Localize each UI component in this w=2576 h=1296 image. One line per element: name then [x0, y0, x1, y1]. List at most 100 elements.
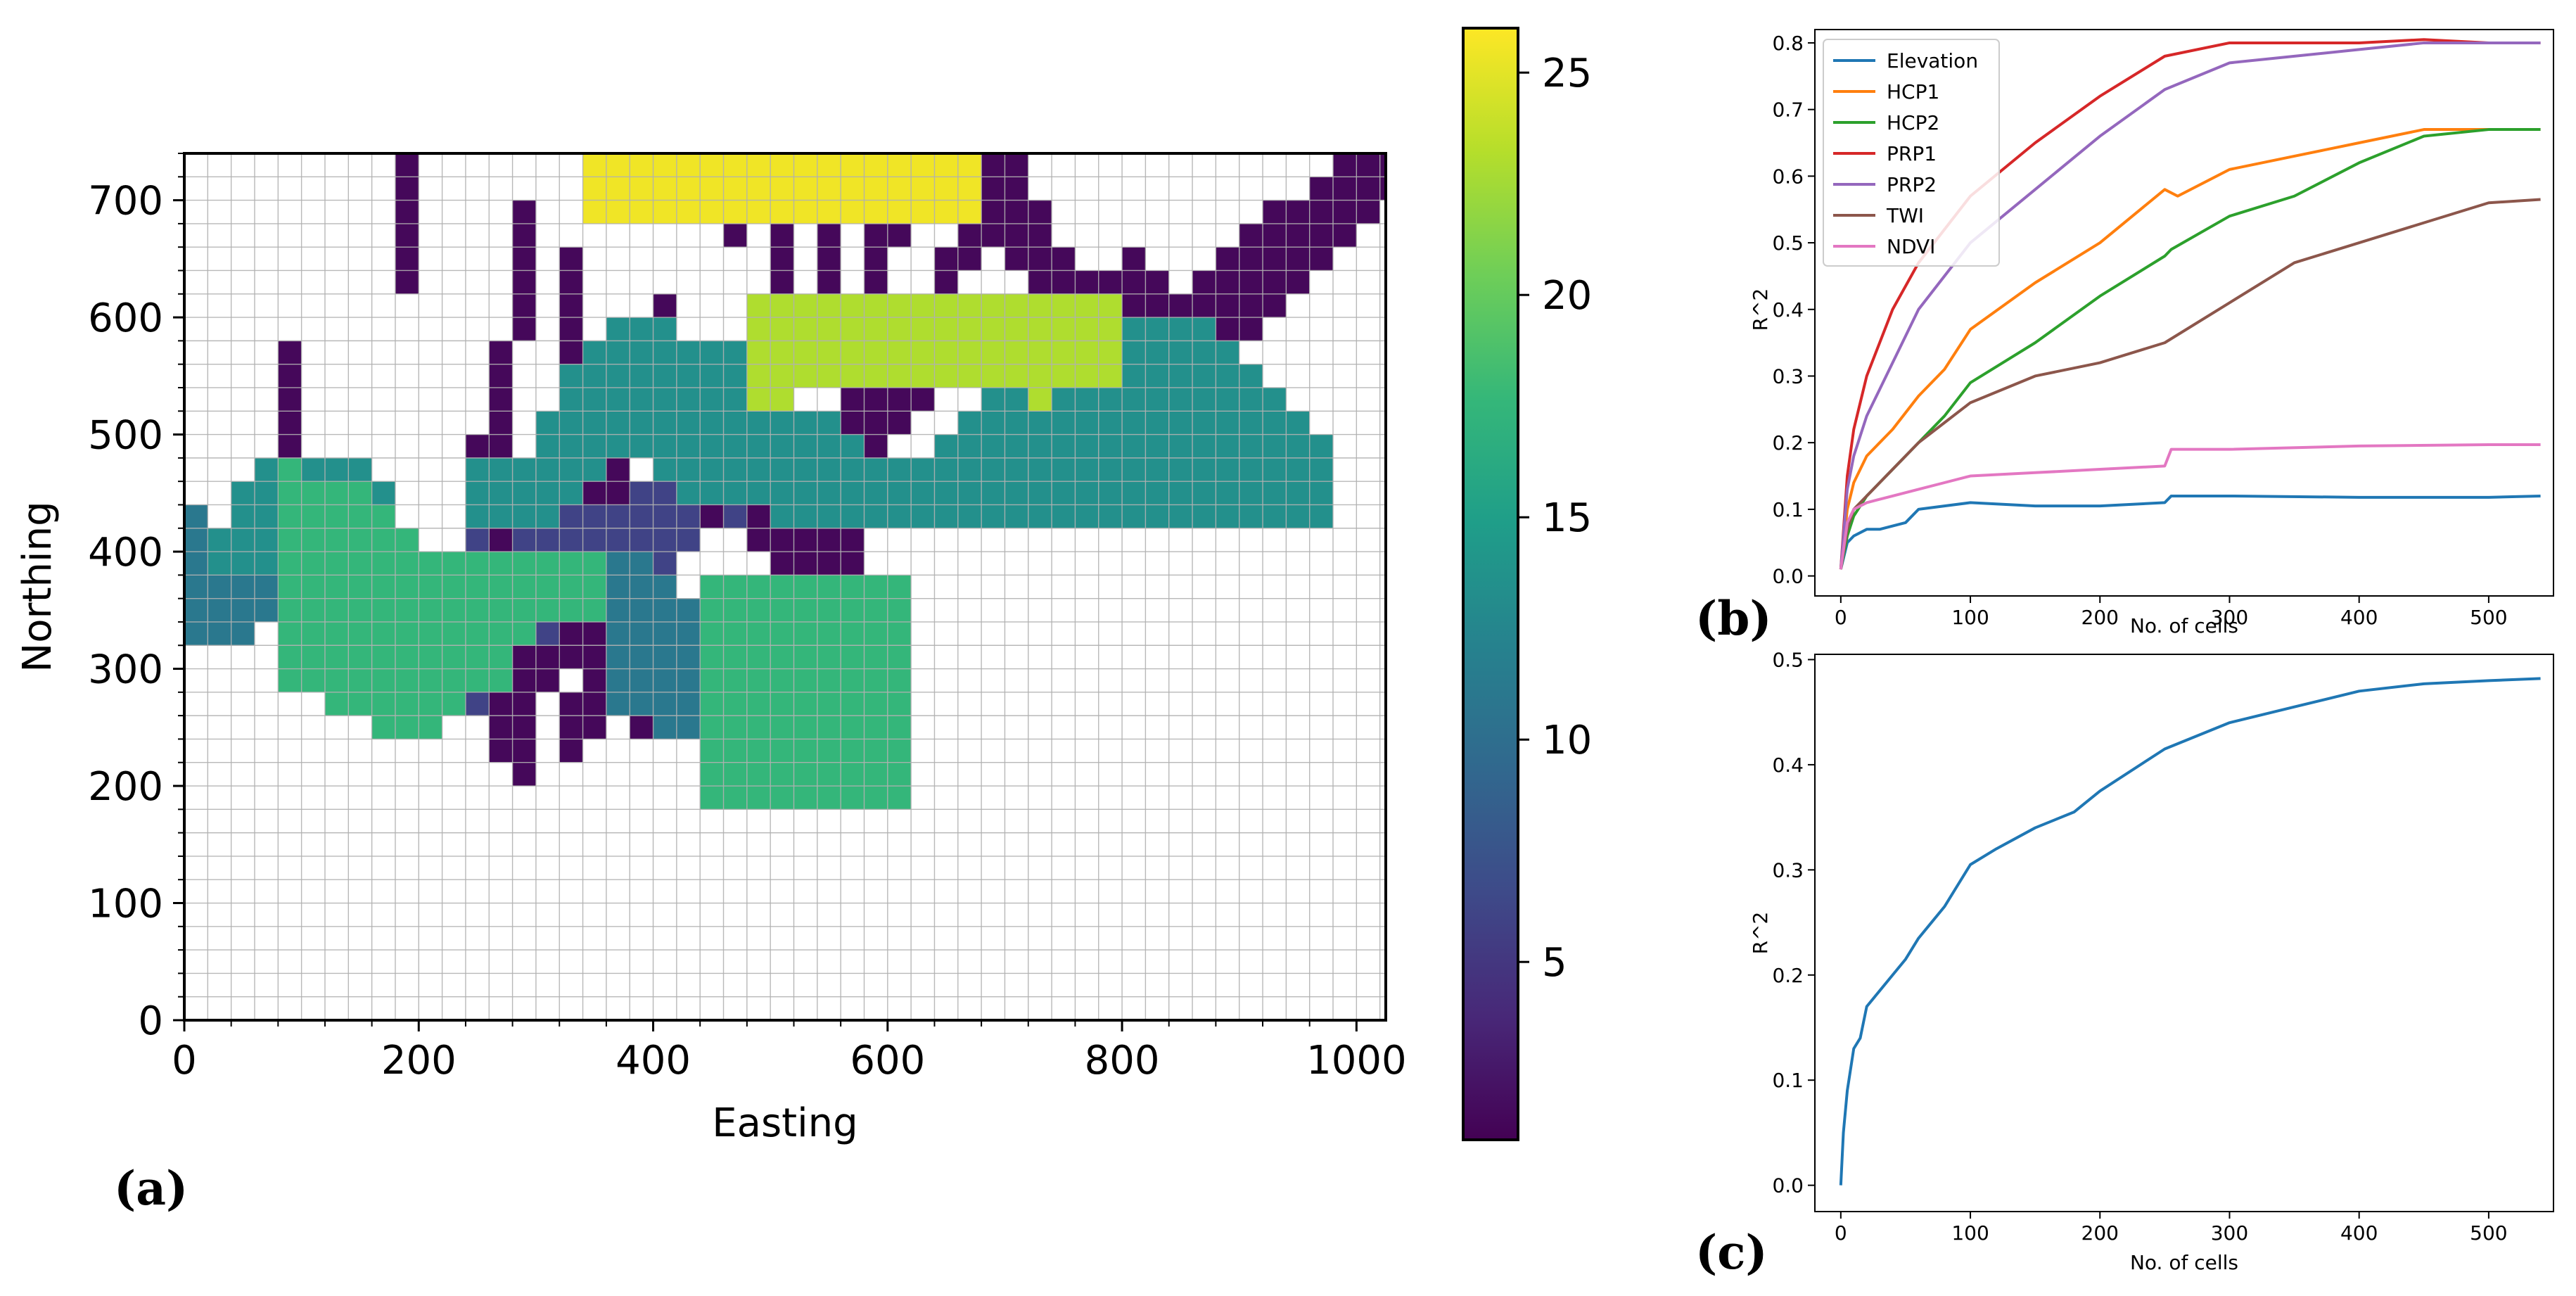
heatmap-cell	[700, 364, 724, 388]
heatmap-cell	[1028, 504, 1052, 528]
heatmap-cell	[1145, 293, 1169, 318]
heatmap-cell	[957, 223, 982, 248]
panel-label-a: (a)	[114, 1161, 188, 1216]
heatmap-cell	[1216, 504, 1239, 528]
heatmap-cell	[817, 293, 841, 318]
heatmap-cell	[723, 668, 747, 692]
heatmap-cell	[535, 481, 560, 505]
legend-box	[1823, 39, 2000, 267]
heatmap-cell	[864, 481, 888, 505]
heatmap-cell	[582, 411, 606, 435]
heatmap-cell	[1239, 293, 1263, 318]
heatmap-cell	[1263, 504, 1287, 528]
heatmap-cell	[700, 200, 724, 224]
heatmap-cell	[723, 457, 747, 482]
x-tick-label: 400	[616, 1038, 691, 1084]
heatmap-cell	[489, 598, 513, 622]
heatmap-cell	[324, 692, 349, 716]
heatmap-cell	[981, 504, 1005, 528]
heatmap-cell	[746, 200, 771, 224]
x-tick-label: 100	[1951, 606, 1989, 629]
heatmap-cell	[723, 504, 747, 528]
heatmap-cell	[723, 598, 747, 622]
heatmap-y-ticks: 0 100 200 300 400 500 600 700	[88, 153, 184, 1044]
heatmap-cell	[770, 668, 794, 692]
heatmap-cell	[1286, 434, 1310, 458]
heatmap-cell	[1216, 364, 1239, 388]
y-tick-label: 0.0	[1772, 565, 1804, 588]
heatmap-cell	[1005, 293, 1028, 318]
heatmap-cell	[1333, 153, 1357, 177]
heatmap-cell	[1005, 457, 1028, 482]
heatmap-cell	[723, 200, 747, 224]
y-tick-label: 0.0	[1772, 1174, 1804, 1197]
heatmap-cell	[957, 457, 982, 482]
heatmap-cell	[723, 387, 747, 412]
heatmap-cell	[1005, 387, 1028, 412]
heatmap-cell	[1145, 481, 1169, 505]
heatmap-cell	[793, 504, 817, 528]
heatmap-cell	[512, 645, 536, 669]
heatmap-cell	[1309, 247, 1334, 271]
heatmap-cell	[1052, 293, 1076, 318]
heatmap-cell	[1168, 387, 1193, 412]
chart-c-y-ticks: 0.0 0.1 0.2 0.3 0.4 0.5	[1772, 648, 1815, 1197]
heatmap-cell	[864, 200, 888, 224]
series-line-r2	[1839, 677, 2541, 1186]
heatmap-cell	[700, 598, 724, 622]
heatmap-cell	[793, 481, 817, 505]
heatmap-cell	[208, 528, 231, 552]
chart-b-ylabel: R^2	[1749, 288, 1772, 331]
heatmap-cell	[911, 177, 935, 201]
heatmap-cell	[582, 457, 606, 482]
heatmap-cell	[887, 153, 912, 177]
heatmap-cell	[700, 668, 724, 692]
heatmap-cell	[864, 504, 888, 528]
heatmap-cell	[746, 739, 771, 763]
heatmap-cell	[1286, 504, 1310, 528]
heatmap-cell	[1098, 341, 1123, 364]
heatmap-cell	[1005, 200, 1028, 224]
heatmap-cell	[1028, 317, 1052, 341]
heatmap-cell	[512, 293, 536, 318]
heatmap-cell	[489, 481, 513, 505]
heatmap-cell	[934, 177, 958, 201]
heatmap-cell	[864, 223, 888, 248]
heatmap-cell	[582, 341, 606, 364]
heatmap-cell	[817, 200, 841, 224]
heatmap-cell	[1379, 177, 1386, 201]
heatmap-cell	[1052, 504, 1076, 528]
heatmap-cell	[1145, 364, 1169, 388]
heatmap-cell	[208, 552, 231, 576]
heatmap-cell	[324, 575, 349, 599]
heatmap-cell	[606, 457, 630, 482]
heatmap-cell	[793, 317, 817, 341]
x-tick-label: 100	[1951, 1221, 1989, 1245]
heatmap-cell	[770, 341, 794, 364]
heatmap-cell	[911, 341, 935, 364]
heatmap-cell	[934, 317, 958, 341]
heatmap-cell	[981, 293, 1005, 318]
y-tick-label: 0.7	[1772, 99, 1804, 122]
heatmap-cell	[606, 364, 630, 388]
legend-label: Elevation	[1887, 49, 1978, 72]
heatmap-cell	[1239, 504, 1263, 528]
heatmap-cell	[746, 621, 771, 646]
heatmap-cell	[278, 364, 302, 388]
heatmap-cell	[746, 387, 771, 412]
heatmap-cell	[442, 552, 466, 576]
heatmap-cell	[1145, 270, 1169, 294]
heatmap-cell	[606, 504, 630, 528]
heatmap-cell	[723, 411, 747, 435]
heatmap-cell	[324, 598, 349, 622]
heatmap-cell	[817, 786, 841, 810]
heatmap-cell	[1122, 293, 1146, 318]
heatmap-cell	[395, 223, 419, 248]
heatmap-cell	[770, 786, 794, 810]
heatmap-cell	[1005, 223, 1028, 248]
heatmap-cell	[817, 692, 841, 716]
heatmap-cell	[700, 481, 724, 505]
heatmap-cell	[489, 504, 513, 528]
heatmap-cell	[1286, 457, 1310, 482]
heatmap-cell	[1356, 177, 1380, 201]
